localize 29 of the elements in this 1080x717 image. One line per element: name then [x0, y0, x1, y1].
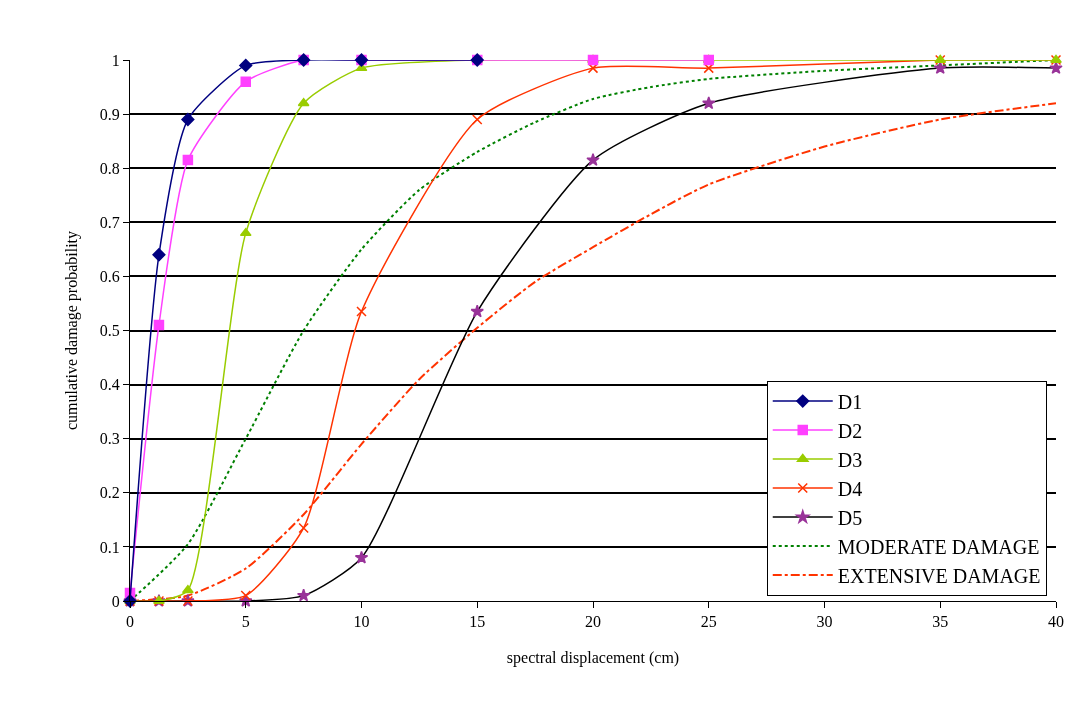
- y-tick-label: 0.5: [99, 322, 120, 340]
- legend-label: D3: [837, 448, 863, 471]
- y-tick-label: 0: [111, 592, 120, 610]
- y-tick-label: 0.1: [99, 538, 120, 556]
- y-tick-label: 0.3: [99, 430, 120, 448]
- y-tick-label: 0.6: [99, 268, 120, 285]
- x-tick-label: 40: [1048, 613, 1064, 631]
- x-tick-label: 20: [585, 613, 601, 631]
- legend-label: EXTENSIVE DAMAGE: [837, 564, 1041, 587]
- y-tick-label: 0.7: [99, 213, 120, 231]
- legend-label: MODERATE DAMAGE: [837, 535, 1040, 558]
- x-tick-label: 0: [126, 613, 134, 631]
- legend-label: D4: [837, 477, 863, 500]
- x-tick-label: 30: [816, 613, 833, 631]
- x-tick-label: 25: [700, 613, 717, 631]
- y-tick-label: 0.8: [99, 159, 120, 177]
- legend-label: D1: [837, 390, 863, 413]
- x-tick-label: 10: [353, 613, 370, 631]
- y-tick-label: 0.4: [99, 376, 120, 394]
- legend-label: D2: [837, 419, 863, 442]
- y-tick-label: 0.9: [99, 105, 120, 123]
- x-tick-label: 5: [241, 613, 250, 631]
- y-axis-title: cumulative damage probability: [62, 230, 81, 431]
- x-tick-label: 35: [932, 613, 949, 631]
- y-tick-label: 0.2: [99, 484, 120, 502]
- y-tick-label: 1: [111, 51, 120, 69]
- x-axis-title: spectral displacement (cm): [506, 648, 680, 667]
- legend-label: D5: [837, 506, 863, 529]
- x-tick-label: 15: [469, 613, 486, 631]
